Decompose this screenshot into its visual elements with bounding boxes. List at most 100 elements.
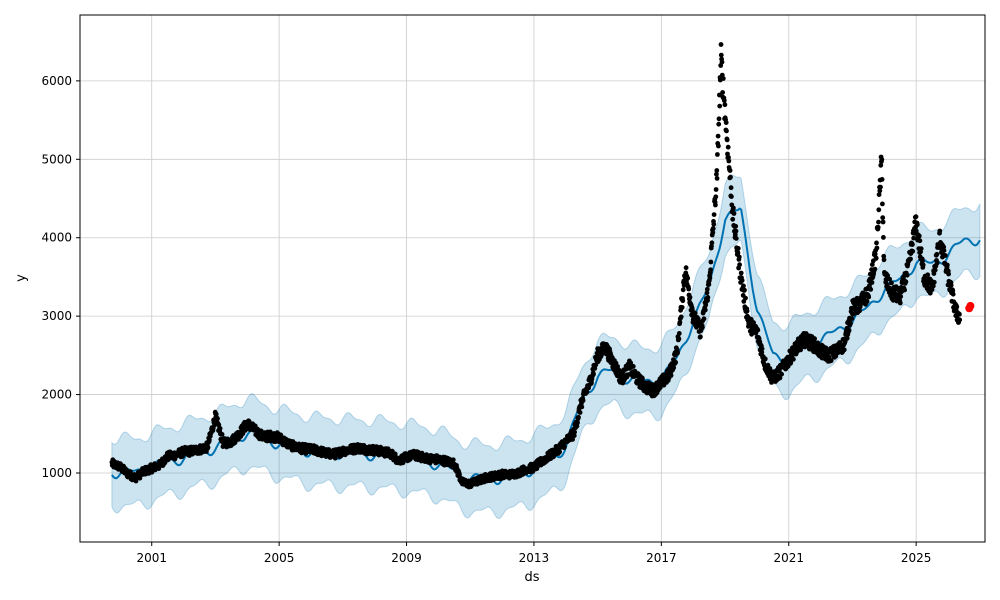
observed-point: [914, 222, 920, 228]
observed-point: [692, 310, 698, 316]
observed-point: [718, 52, 724, 58]
observed-point: [715, 152, 720, 157]
observed-point: [716, 116, 722, 122]
y-tick-label: 2000: [41, 388, 72, 402]
observed-point: [450, 457, 456, 463]
y-tick-label: 5000: [41, 152, 72, 166]
observed-point: [887, 276, 892, 282]
observed-point: [708, 259, 714, 265]
observed-point: [910, 242, 915, 248]
observed-point: [925, 272, 931, 278]
observed-point: [716, 121, 722, 127]
highlight-points: [965, 301, 975, 313]
observed-point: [676, 331, 682, 336]
observed-point: [713, 202, 718, 208]
observed-point: [742, 287, 747, 293]
observed-point: [908, 256, 913, 262]
observed-point: [918, 246, 924, 252]
observed-point: [711, 212, 717, 218]
observed-point: [571, 433, 577, 439]
observed-point: [705, 295, 711, 300]
observed-point: [731, 211, 737, 216]
observed-point: [584, 389, 590, 395]
plot-frame: [79, 14, 986, 543]
observed-point: [913, 214, 919, 220]
observed-point: [934, 260, 940, 266]
observed-point: [729, 194, 734, 200]
observed-point: [258, 428, 264, 434]
observed-point: [903, 279, 909, 285]
observed-point: [657, 385, 663, 390]
observed-point: [570, 437, 575, 442]
observed-point: [941, 244, 947, 250]
x-tick-label: 2013: [519, 551, 550, 565]
observed-point: [727, 168, 733, 173]
observed-point: [875, 224, 881, 230]
observed-point: [728, 185, 734, 191]
y-tick-label: 1000: [41, 466, 72, 480]
observed-point: [706, 282, 712, 287]
observed-point: [725, 144, 731, 150]
observed-point: [897, 300, 903, 306]
observed-point: [948, 282, 954, 288]
observed-point: [733, 228, 739, 234]
highlight-point: [966, 301, 975, 310]
observed-point: [881, 235, 886, 240]
observed-point: [738, 270, 744, 276]
observed-point: [557, 449, 562, 455]
observed-point: [580, 398, 586, 403]
observed-point: [927, 290, 933, 296]
observed-point: [716, 143, 721, 149]
observed-point: [743, 295, 748, 301]
observed-point: [739, 278, 745, 283]
uncertainty-band-area: [111, 174, 981, 520]
observed-point: [744, 308, 750, 314]
observed-point: [846, 327, 852, 333]
observed-point: [828, 358, 834, 364]
x-tick-label: 2005: [264, 551, 295, 565]
observed-point: [869, 262, 875, 267]
grid-lines: [80, 15, 985, 542]
observed-point: [920, 262, 926, 268]
observed-point: [680, 298, 686, 304]
observed-point: [873, 255, 879, 261]
observed-point: [715, 133, 721, 139]
observed-point: [726, 155, 731, 160]
observed-point: [759, 346, 765, 352]
observed-point: [954, 304, 960, 310]
observed-point: [217, 426, 223, 431]
observed-point: [874, 240, 879, 246]
observed-point: [937, 228, 943, 234]
observed-point: [726, 158, 732, 164]
observed-point: [720, 90, 725, 95]
observed-point: [679, 305, 685, 310]
observed-point: [579, 404, 585, 410]
observed-point: [917, 238, 923, 244]
observed-point: [731, 205, 736, 211]
observed-point: [931, 279, 937, 285]
observed-point: [942, 253, 948, 258]
observed-point: [671, 365, 677, 371]
observed-point: [837, 340, 843, 345]
observed-point: [841, 347, 847, 353]
observed-point: [944, 262, 950, 268]
observed-point: [707, 275, 713, 281]
observed-point: [762, 356, 768, 362]
observed-point: [741, 283, 746, 289]
observed-point: [572, 429, 577, 435]
observed-point: [934, 251, 940, 257]
observed-point: [849, 316, 855, 321]
observed-point: [910, 248, 916, 254]
observed-point: [675, 350, 680, 356]
observed-point: [844, 335, 850, 341]
observed-point: [687, 294, 693, 300]
y-tick-label: 3000: [41, 309, 72, 323]
observed-point: [735, 246, 741, 251]
observed-point: [724, 128, 729, 134]
observed-point: [720, 76, 726, 81]
observed-point: [714, 168, 720, 173]
observed-point: [673, 360, 679, 365]
observed-point: [730, 216, 736, 222]
